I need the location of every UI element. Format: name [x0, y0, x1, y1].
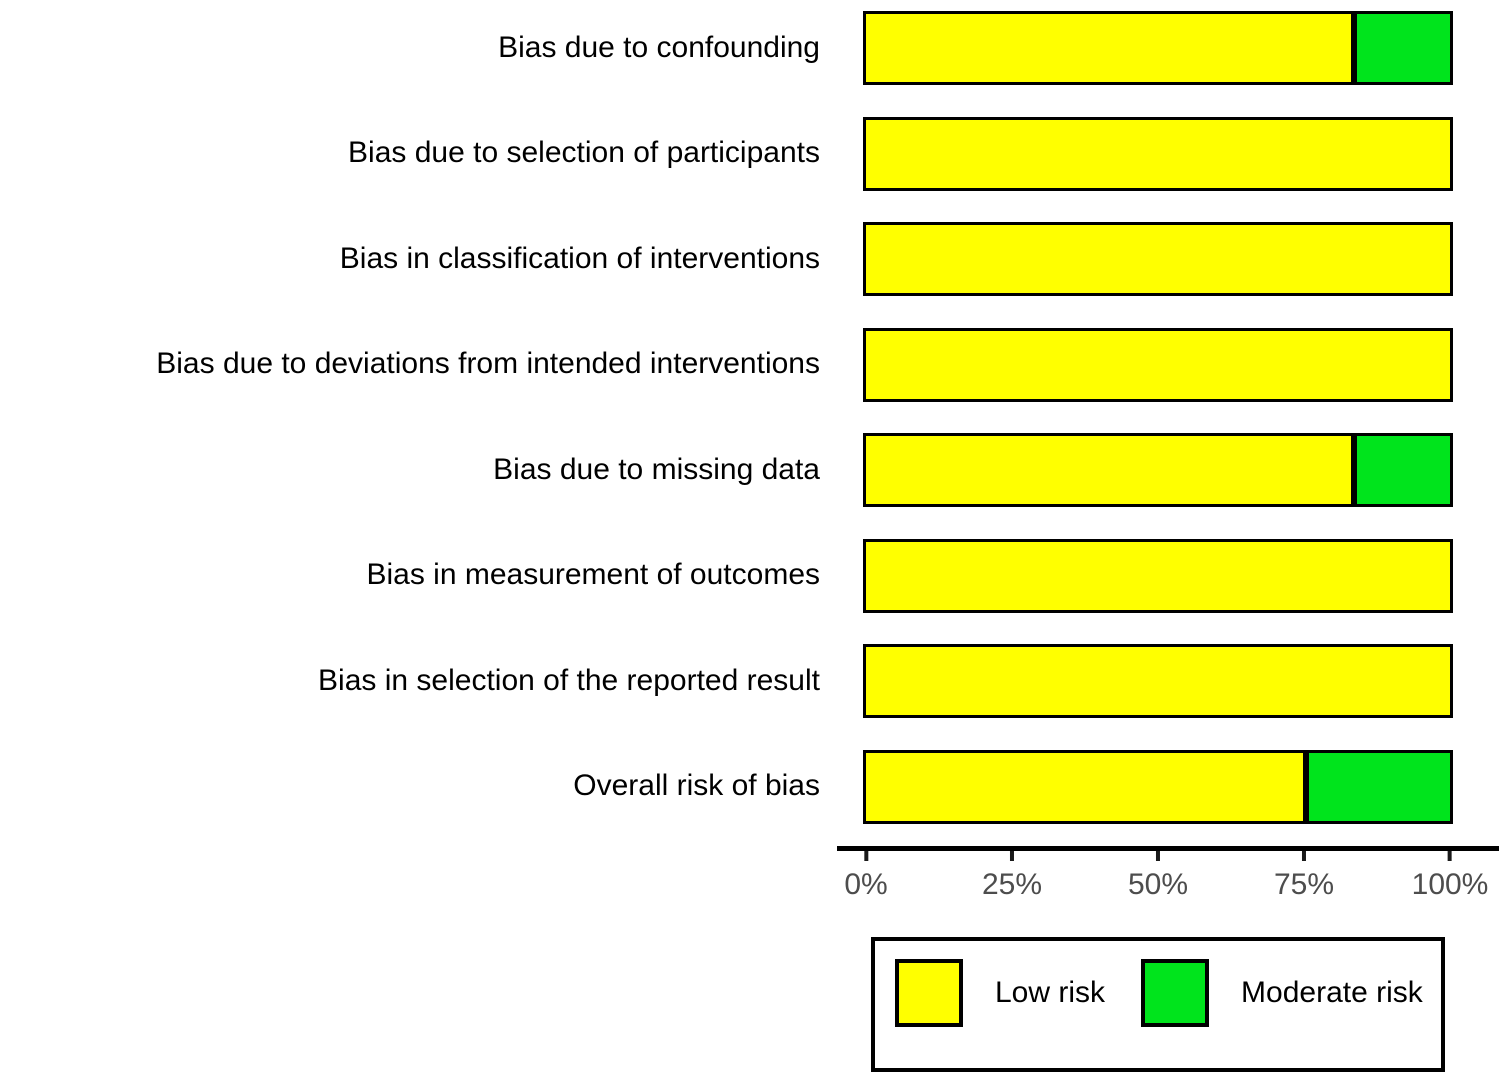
- bar-track: [863, 433, 1453, 507]
- x-axis-tick: 0%: [844, 851, 888, 902]
- x-axis-tick-mark: [1009, 851, 1014, 861]
- bar-row: Bias in classification of interventions: [0, 222, 1499, 296]
- bar-row: Bias due to confounding: [0, 11, 1499, 85]
- category-label: Bias due to deviations from intended int…: [156, 347, 820, 381]
- bar-segment-moderate-risk: [1354, 433, 1453, 507]
- bar-row: Bias due to missing data: [0, 433, 1499, 507]
- bar-row: Bias in selection of the reported result: [0, 644, 1499, 718]
- x-axis-tick-mark: [1447, 851, 1452, 861]
- x-axis-tick-mark: [1155, 851, 1160, 861]
- x-axis-tick: 75%: [1274, 851, 1334, 902]
- bar-track: [863, 11, 1453, 85]
- category-label: Bias due to selection of participants: [348, 136, 820, 170]
- bar-row: Bias due to selection of participants: [0, 116, 1499, 191]
- category-label: Bias in selection of the reported result: [318, 663, 820, 697]
- bar-segment-low-risk: [863, 222, 1453, 296]
- category-label: Bias due to confounding: [498, 30, 820, 64]
- bar-track: [863, 644, 1453, 718]
- bar-segment-low-risk: [863, 749, 1306, 824]
- category-label: Bias in measurement of outcomes: [366, 558, 820, 592]
- x-axis-tick-mark: [1301, 851, 1306, 861]
- bar-track: [863, 538, 1453, 613]
- bar-segment-moderate-risk: [1354, 11, 1453, 85]
- legend-swatch: [895, 958, 963, 1027]
- category-label: Bias in classification of interventions: [339, 241, 820, 275]
- bar-track: [863, 749, 1453, 824]
- legend-item-moderate-risk: Moderate risk: [1141, 958, 1423, 1027]
- legend-label: Low risk: [995, 975, 1106, 1009]
- x-axis-tick: 25%: [982, 851, 1042, 902]
- category-label: Overall risk of bias: [573, 769, 820, 803]
- bar-segment-moderate-risk: [1305, 749, 1453, 824]
- x-axis-tick: 50%: [1128, 851, 1188, 902]
- x-axis-tick-mark: [863, 851, 868, 861]
- bar-segment-low-risk: [863, 11, 1355, 85]
- bar-segment-low-risk: [863, 116, 1453, 191]
- category-label: Bias due to missing data: [493, 452, 820, 486]
- bar-row: Overall risk of bias: [0, 749, 1499, 824]
- bar-rows: Bias due to confounding Bias due to sele…: [0, 11, 1499, 855]
- legend-label: Moderate risk: [1241, 975, 1423, 1009]
- bar-segment-low-risk: [863, 644, 1453, 718]
- x-axis-tick-label: 100%: [1411, 868, 1489, 901]
- bar-track: [863, 327, 1453, 402]
- x-axis-tick-label: 0%: [844, 868, 888, 901]
- legend-box: Low risk Moderate risk: [871, 937, 1445, 1072]
- x-axis-tick-label: 75%: [1273, 868, 1335, 901]
- x-axis-tick: 100%: [1411, 851, 1489, 902]
- bar-row: Bias in measurement of outcomes: [0, 538, 1499, 613]
- bar-track: [863, 116, 1453, 191]
- bar-segment-low-risk: [863, 327, 1453, 402]
- x-axis-tick-label: 25%: [981, 868, 1043, 901]
- x-axis: 0% 25% 50% 75% 100%: [837, 846, 1499, 906]
- legend-items: Low risk Moderate risk: [875, 941, 1441, 1068]
- bar-track: [863, 222, 1453, 296]
- bar-segment-low-risk: [863, 433, 1355, 507]
- legend-swatch: [1141, 958, 1210, 1027]
- x-axis-tick-label: 50%: [1127, 868, 1189, 901]
- x-axis-line: [837, 846, 1499, 851]
- bar-row: Bias due to deviations from intended int…: [0, 327, 1499, 402]
- bar-segment-low-risk: [863, 538, 1453, 613]
- legend-item-low-risk: Low risk: [895, 958, 1106, 1027]
